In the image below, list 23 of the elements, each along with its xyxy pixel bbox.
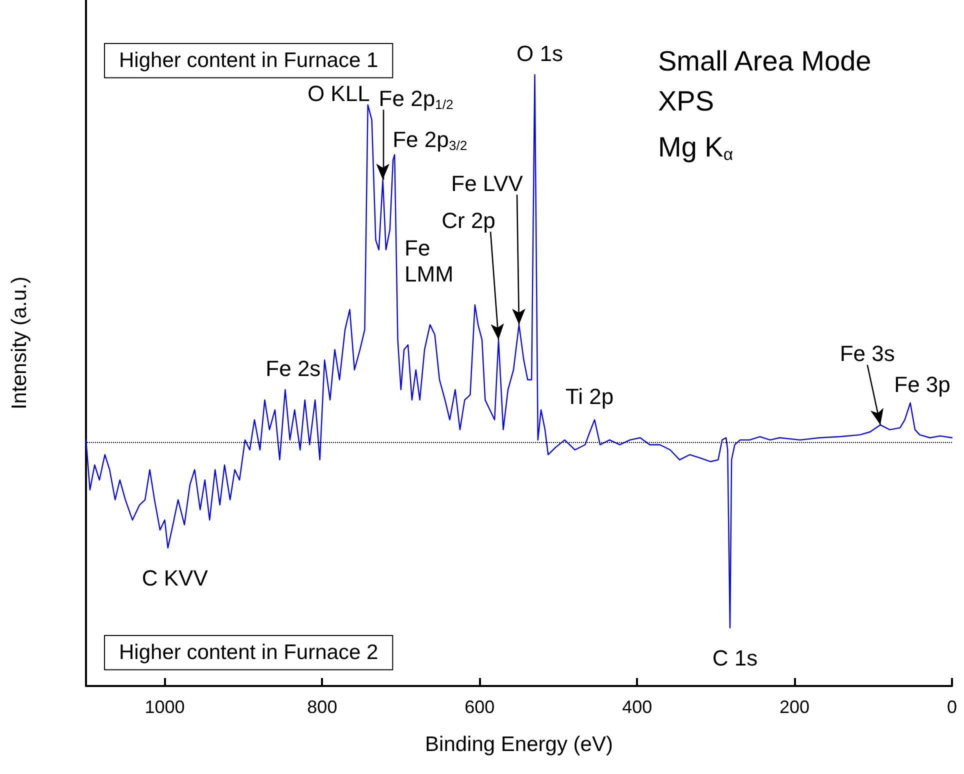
annotation: Fe LMM <box>404 235 454 287</box>
x-tick-label: 1000 <box>144 697 185 717</box>
x-tick-label: 600 <box>464 697 495 717</box>
annotation: O 1s <box>516 40 563 66</box>
y-axis-title: Intensity (a.u.) <box>8 276 31 410</box>
annotation: Ti 2p <box>566 384 614 410</box>
annotation: Cr 2p <box>442 208 496 234</box>
x-tick-label: 200 <box>780 697 810 717</box>
annotation: C 1s <box>712 646 758 671</box>
x-tick-label: 800 <box>307 697 338 717</box>
annotation: XPS <box>658 85 714 116</box>
text: Higher content in Furnace 2 <box>119 641 378 664</box>
annotation: Small Area Mode <box>658 45 872 76</box>
annotation: Fe 3s <box>840 341 895 366</box>
text: Higher content in Furnace 1 <box>119 49 378 72</box>
annotation: Fe 3p <box>894 372 950 398</box>
annotation: Fe 2s <box>266 356 321 381</box>
annotation: Fe LVV <box>451 170 524 196</box>
x-axis-title: Binding Energy (eV) <box>425 733 613 756</box>
x-tick-label: 400 <box>622 697 652 717</box>
annotation: C KVV <box>142 566 208 591</box>
x-tick-label: 0 <box>946 697 958 717</box>
annotation: O KLL <box>307 81 370 106</box>
